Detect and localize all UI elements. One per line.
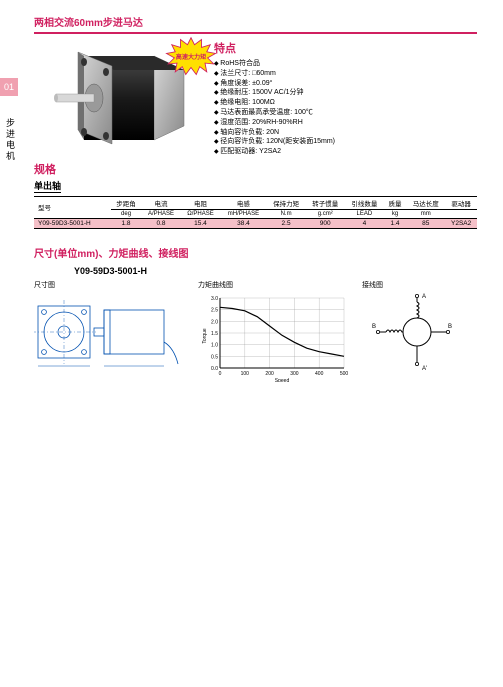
cell: Y2SA2 — [445, 218, 477, 228]
unit: LEAD — [345, 209, 384, 218]
torque-curve-chart: 0 100 200 300 400 500 0.0 0.5 1.0 1.5 2.0 2.5 3.0 Tor… — [198, 292, 348, 382]
col: 驱动器 — [445, 196, 477, 209]
col: 电阻 — [181, 196, 221, 209]
features-block: 特点 RoHS符合品 法兰尺寸: □60mm 角度误差: ±0.09° 绝缘耐压… — [214, 40, 477, 157]
side-category-text: 步进电机 — [4, 118, 17, 162]
col: 质量 — [384, 196, 406, 209]
svg-text:Speed: Speed — [275, 378, 290, 382]
page-title: 两相交流60mm步进马达 — [34, 14, 477, 34]
unit — [445, 209, 477, 218]
svg-text:100: 100 — [241, 371, 250, 377]
cell: 38.4 — [220, 218, 266, 228]
page-content: 两相交流60mm步进马达 — [0, 0, 503, 382]
unit: kg — [384, 209, 406, 218]
model-name: Y09-59D3-5001-H — [74, 266, 477, 276]
unit: deg — [111, 209, 142, 218]
col: 步距角 — [111, 196, 142, 209]
dim-label: 尺寸图 — [34, 280, 184, 290]
cell-model: Y09-59D3-5001-H — [34, 218, 111, 228]
unit: A/PHASE — [141, 209, 180, 218]
wiring-block: 接线图 A B A' B' — [362, 280, 452, 382]
col: 保持力矩 — [266, 196, 305, 209]
starburst-text: 高速大力矩 — [176, 53, 207, 61]
svg-text:300: 300 — [290, 371, 299, 377]
col: 转子惯量 — [306, 196, 345, 209]
cell: 15.4 — [181, 218, 221, 228]
feature-item: 绝缘电阻: 100MΩ — [214, 98, 477, 108]
feature-item: 角度误差: ±0.09° — [214, 79, 477, 89]
svg-text:500: 500 — [340, 371, 348, 377]
spec-table: 型号 步距角 电流 电阻 电感 保持力矩 转子惯量 引线数量 质量 马达长度 驱… — [34, 196, 477, 229]
spec-sub: 单出轴 — [34, 179, 61, 193]
starburst-badge: 高速大力矩 — [164, 36, 218, 78]
unit: mm — [406, 209, 445, 218]
dimension-block: 尺寸图 — [34, 280, 184, 382]
svg-text:A': A' — [422, 366, 427, 372]
feature-item: 绝缘耐压: 1500V AC/1分钟 — [214, 88, 477, 98]
unit: mH/PHASE — [220, 209, 266, 218]
svg-text:A: A — [422, 294, 426, 300]
features-heading: 特点 — [214, 40, 477, 56]
features-list: RoHS符合品 法兰尺寸: □60mm 角度误差: ±0.09° 绝缘耐压: 1… — [214, 59, 477, 157]
feature-item: RoHS符合品 — [214, 59, 477, 69]
side-page-tab: 01 — [0, 78, 18, 96]
wiring-diagram: A B A' B' — [362, 292, 452, 382]
svg-text:200: 200 — [265, 371, 274, 377]
unit: N.m — [266, 209, 305, 218]
table-header-row: 型号 步距角 电流 电阻 电感 保持力矩 转子惯量 引线数量 质量 马达长度 驱… — [34, 196, 477, 209]
diagrams-row: 尺寸图 力矩曲线图 0 100 200 300 400 500 0.0 0.5 1.0 1.5 2.… — [34, 280, 477, 382]
feature-item: 匹配驱动器: Y2SA2 — [214, 147, 477, 157]
feature-item: 径向容许负载: 120N(距安装面15mm) — [214, 137, 477, 147]
unit: Ω/PHASE — [181, 209, 221, 218]
svg-text:B: B — [372, 324, 376, 330]
svg-text:0.5: 0.5 — [211, 354, 218, 360]
cell: 0.8 — [141, 218, 180, 228]
curve-label: 力矩曲线图 — [198, 280, 348, 290]
svg-text:Torque: Torque — [202, 328, 208, 344]
col: 引线数量 — [345, 196, 384, 209]
cell: 2.5 — [266, 218, 305, 228]
svg-text:2.0: 2.0 — [211, 319, 218, 325]
cell: 1.8 — [111, 218, 142, 228]
dimension-drawing — [34, 292, 184, 382]
feature-item: 法兰尺寸: □60mm — [214, 69, 477, 79]
svg-text:1.5: 1.5 — [211, 331, 218, 337]
section2-heading: 尺寸(单位mm)、力矩曲线、接线图 — [34, 245, 477, 260]
unit: g.cm² — [306, 209, 345, 218]
svg-text:400: 400 — [315, 371, 324, 377]
svg-text:B': B' — [448, 324, 452, 330]
svg-text:2.5: 2.5 — [211, 308, 218, 314]
feature-item: 轴向容许负载: 20N — [214, 128, 477, 138]
cell: 4 — [345, 218, 384, 228]
curve-block: 力矩曲线图 0 100 200 300 400 500 0.0 0.5 1.0 1.5 2.0 2.5… — [198, 280, 348, 382]
svg-text:0: 0 — [219, 371, 222, 377]
col: 马达长度 — [406, 196, 445, 209]
col-model: 型号 — [34, 196, 111, 218]
col: 电流 — [141, 196, 180, 209]
svg-text:0.0: 0.0 — [211, 366, 218, 372]
top-row: 高速大力矩 特点 RoHS符合品 法兰尺寸: □60mm 角度误差: ±0.09… — [34, 40, 477, 157]
svg-text:3.0: 3.0 — [211, 296, 218, 302]
cell: 900 — [306, 218, 345, 228]
wire-label: 接线图 — [362, 280, 452, 290]
cell: 85 — [406, 218, 445, 228]
feature-item: 马达表面最高承受温度: 100℃ — [214, 108, 477, 118]
motor-illustration: 高速大力矩 — [34, 40, 204, 150]
feature-item: 湿度范围: 20%RH-90%RH — [214, 118, 477, 128]
spec-heading: 规格 — [34, 161, 477, 177]
cell: 1.4 — [384, 218, 406, 228]
col: 电感 — [220, 196, 266, 209]
svg-text:1.0: 1.0 — [211, 343, 218, 349]
table-row: Y09-59D3-5001-H 1.8 0.8 15.4 38.4 2.5 90… — [34, 218, 477, 228]
